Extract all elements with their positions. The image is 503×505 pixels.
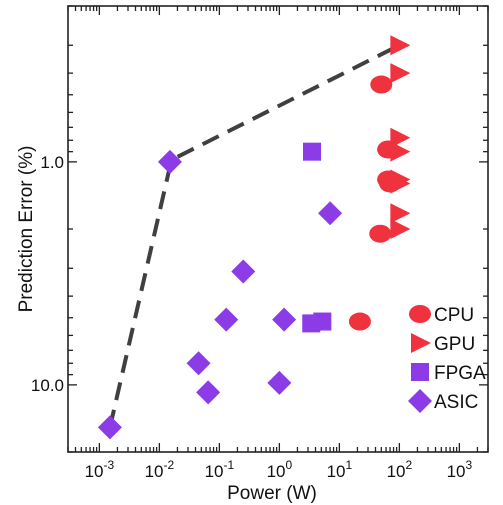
legend-asic-label: ASIC: [434, 392, 478, 413]
fpga-point: [303, 142, 322, 161]
x-tick-label: 100: [267, 458, 293, 481]
gpu-point: [390, 219, 411, 239]
x-tick-label: 102: [387, 458, 413, 481]
gpu-point: [390, 141, 411, 162]
asic-point: [97, 415, 122, 440]
legend-gpu-marker: [411, 333, 431, 353]
asic-point: [157, 149, 182, 174]
asic-point: [267, 370, 292, 395]
gpu-point: [390, 127, 411, 148]
legend-fpga-label: FPGA: [434, 363, 486, 384]
y-axis-title: Prediction Error (%): [16, 146, 37, 313]
cpu-point: [348, 312, 371, 331]
x-tick-label: 101: [327, 458, 353, 481]
legend-cpu-marker: [409, 305, 431, 323]
gpu-point: [390, 173, 411, 194]
asic-point: [196, 380, 221, 405]
x-axis: 10-3 10-2 10-1 100 101 102 103: [67, 6, 489, 481]
legend-gpu-label: GPU: [434, 334, 475, 355]
gpu-point: [390, 203, 411, 224]
x-tick-label: 10-3: [85, 458, 115, 481]
legend: CPU GPU FPGA ASIC: [408, 305, 486, 413]
legend-fpga-marker: [411, 363, 429, 381]
asic-point: [318, 201, 343, 226]
y-tick-label: 1.0: [40, 153, 64, 172]
x-tick-label: 10-2: [145, 458, 175, 481]
cpu-point: [369, 224, 392, 243]
gpu-point: [390, 35, 411, 56]
y-axis: 1.0 10.0: [31, 5, 488, 453]
cpu-point: [370, 75, 393, 94]
asic-point: [272, 307, 297, 332]
y-tick-label: 10.0: [31, 376, 64, 395]
fpga-point: [313, 312, 332, 331]
legend-cpu-label: CPU: [434, 305, 474, 326]
pareto-front-line: [107, 43, 401, 428]
asic-point: [214, 307, 239, 332]
x-tick-label: 10-1: [205, 458, 235, 481]
x-tick-label: 103: [447, 458, 473, 481]
asic-point: [186, 351, 211, 376]
asic-point: [231, 259, 256, 284]
legend-asic-marker: [408, 389, 432, 413]
x-axis-title: Power (W): [227, 483, 317, 504]
gpu-point: [390, 63, 411, 84]
data-points: [97, 35, 411, 440]
